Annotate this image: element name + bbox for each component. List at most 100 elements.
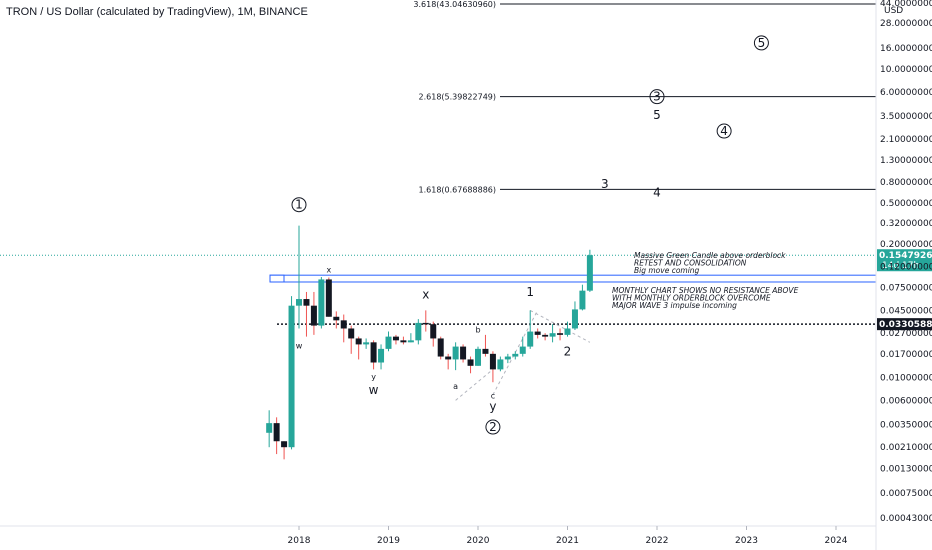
wave-label: 2 [564,344,572,358]
candle-body [296,299,302,306]
candle-body [266,423,273,433]
x-tick-label: 2021 [556,536,579,546]
orderblock-zone [269,274,877,283]
fib-label: 3.618(43.04630960) [413,0,496,9]
wave-label: 2 [489,420,497,434]
candle-body [549,333,556,337]
y-tick-label: 28.00000000 [880,19,932,29]
wave-label: y [489,400,496,414]
wave-label: 4 [720,124,728,138]
y-tick-label: 6.00000000 [880,88,932,98]
chart-title: TRON / US Dollar (calculated by TradingV… [6,6,308,18]
x-tick-label: 2019 [377,536,400,546]
candles [266,225,593,460]
wave-circle [291,197,307,213]
x-tick-label: 2018 [288,536,311,546]
candle-body [392,336,399,341]
candle-body [333,316,340,321]
y-tick-label: 0.80000000 [880,178,932,188]
candle-body [363,342,370,345]
candle-body [430,324,437,339]
y-tick-label: 0.32000000 [880,219,932,229]
candle-body [378,348,385,363]
y-tick-label: 16.00000000 [880,44,932,54]
fib-label: 1.618(0.67688886) [419,185,497,194]
candle-body [281,441,288,448]
wave-circle [753,35,769,51]
current-price-text: 0.15479260 [879,251,932,261]
candle-body [489,353,496,370]
y-tick-label: 44.00000000 [880,0,932,9]
y-tick-label: 0.12000000 [880,263,932,273]
candle-body [519,346,526,354]
candle-body [407,340,414,343]
y-tick-label: 1.30000000 [880,156,932,166]
y-tick-label: 0.00350000 [880,420,932,430]
y-tick-label: 0.04500000 [880,306,932,316]
y-tick-label: 0.00043000 [880,514,932,524]
wave-label: w [296,341,303,350]
wave-label: w [369,383,379,397]
candle-body [385,336,392,349]
fib-levels: 3.618(43.04630960) 2.618(5.39822749) 1.618… [413,0,876,194]
support-line: 0.03305886 0.1547926014d 17h [0,249,932,331]
countdown-text: 14d 17h [882,261,919,271]
orderblock-handle [269,274,285,283]
wave-circle [485,419,501,435]
candle-body [355,338,362,345]
candle-body [534,331,541,335]
candle-body [288,305,295,448]
candle-body [370,342,377,363]
y-tick-label: 0.50000000 [880,199,932,209]
x-tick-label: 2023 [735,536,758,546]
wave-label: 3 [653,90,661,104]
annotation-line: MONTHLY CHART SHOWS NO RESISTANCE ABOVE [612,286,799,295]
wave-label: a [453,382,458,391]
candle-body [512,353,519,357]
wave-label: y [371,372,376,381]
orderblock-rect [269,274,877,283]
candle-body [325,279,332,317]
wave-label: x [326,265,331,274]
y-tick-label: 0.01000000 [880,374,932,384]
x-tick-label: 2024 [825,536,848,546]
y-tick-label: 0.07500000 [880,284,932,294]
candle-body [504,356,511,360]
wave-label: 1 [526,285,534,299]
candle-body [557,333,564,335]
candle-body [318,279,325,326]
x-tick-label: 2022 [646,536,669,546]
y-tick-label: 3.50000000 [880,112,932,122]
currency-label: USD [884,6,903,16]
wave-label: x [422,288,429,302]
candle-body [310,305,317,326]
trend-line [455,369,494,401]
y-tick-label: 2.10000000 [880,135,932,145]
wave-label: c [491,392,495,401]
wave-label: 3 [601,177,609,191]
candle-body [460,346,467,360]
candle-body [482,348,489,354]
price-axis[interactable]: 44.00000000 28.00000000 16.00000000 10.0000… [880,0,932,524]
wave-circle [716,123,732,139]
fib-label: 2.618(5.39822749) [419,93,497,102]
annotations: Massive Green Candle above orderblockRET… [612,251,799,310]
candle-body [564,328,571,335]
candle-body [527,331,534,347]
wave-label: 5 [758,36,766,50]
candle-body [452,346,459,360]
time-axis[interactable]: 2018 2019 2020 2021 2022 2023 2024 [288,526,848,546]
trend-line [529,309,591,343]
annotation-line: MAJOR WAVE 3 impulse incoming [612,301,737,310]
candle-body [348,328,355,339]
candle-body [445,356,452,360]
wave-label: b [475,325,480,334]
y-tick-label: 0.00075000 [880,489,932,499]
support-price-text: 0.03305886 [879,320,932,330]
wave-label: 4 [653,186,661,200]
candle-body [497,359,504,370]
wave-label: 5 [653,108,661,122]
candle-body [542,334,549,337]
